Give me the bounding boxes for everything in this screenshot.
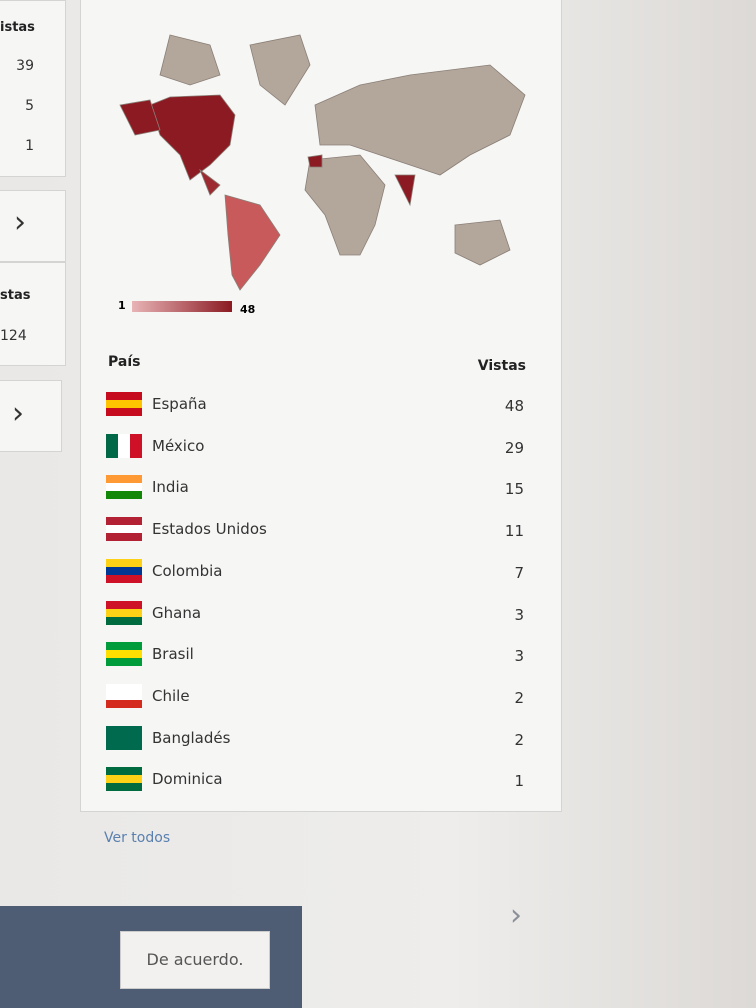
flag [106,392,142,416]
left-value: 5 [25,98,34,114]
view-count: 1 [514,772,524,791]
country-name: España [152,395,207,413]
view-count: 15 [504,480,524,499]
country-name: India [152,478,189,497]
link[interactable]: Ver todos [104,830,171,846]
left-value: 124 [0,328,27,344]
country-name: Brasil [152,645,194,664]
view-count: 3 [514,605,524,624]
left-card [0,262,66,366]
left-header: istas [0,20,35,35]
legend-min: 1 [118,299,126,312]
country-name: Chile [152,686,190,705]
view-count: 2 [514,730,524,749]
view-count: 7 [514,563,524,582]
flag [106,725,142,750]
left-nav[interactable] [0,380,62,452]
chevron[interactable]: › [510,898,522,933]
canada [159,34,221,86]
legend-bar [132,301,232,312]
flag [106,433,142,458]
greenland [249,34,311,106]
australia [454,219,511,266]
flag [106,683,142,708]
legend-max: 48 [240,303,255,316]
left-nav[interactable] [0,190,66,262]
col-header: Vistas [477,358,526,374]
flag [106,558,142,583]
view-count: 3 [514,647,524,666]
africa [304,154,386,256]
country-name: Ghana [152,603,202,622]
left-header: stas [0,288,31,303]
spain [307,154,323,168]
left-value: 39 [16,58,34,74]
eurasia [314,64,526,176]
view-count: 2 [514,688,524,707]
alaska [119,99,161,136]
country-name: Bangladés [152,728,231,747]
left-value: 1 [25,138,34,154]
country-name: Dominica [152,770,223,789]
north-america [149,94,236,181]
flag [106,600,142,625]
world-map: 1 48 [118,34,526,316]
south-america [224,194,281,291]
india [394,174,416,207]
chevron[interactable]: › [12,396,24,431]
agree-button[interactable]: De acuerdo. [120,931,270,989]
left-card [0,0,66,177]
central-america [199,168,221,196]
flag [106,642,142,667]
flag [106,767,142,792]
country-name: México [152,436,205,455]
view-count: 48 [504,397,524,415]
flag [106,517,142,542]
chevron[interactable]: › [14,205,26,240]
country-name: Colombia [152,561,223,580]
country-name: Estados Unidos [152,520,267,539]
col-header: País [108,354,141,370]
flag [106,475,142,500]
view-count: 11 [504,522,524,541]
view-count: 29 [504,438,524,457]
